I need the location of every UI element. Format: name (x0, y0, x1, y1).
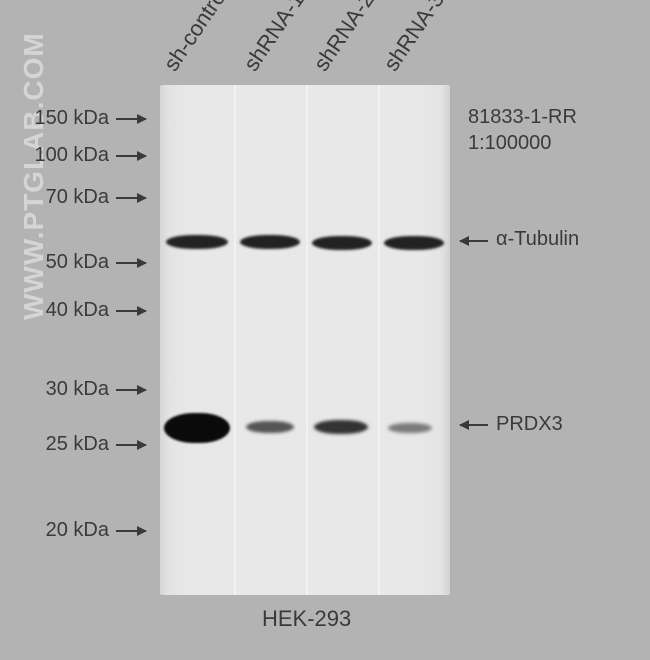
band-prdx3-lane3 (314, 420, 368, 434)
mw-label-100: 100 kDa (14, 144, 109, 167)
mw-label-30: 30 kDa (14, 378, 109, 401)
watermark-text: WWW.PTGLAB.COM (18, 32, 50, 320)
lane-separator (378, 85, 380, 595)
band-tubulin-lane3 (312, 236, 372, 250)
arrow-icon (116, 155, 146, 157)
band-label-tubulin: α-Tubulin (496, 228, 579, 251)
arrow-icon (116, 389, 146, 391)
band-prdx3-lane1 (164, 413, 230, 443)
band-tubulin-lane2 (240, 235, 300, 249)
lane-separator (234, 85, 236, 595)
western-blot (160, 85, 450, 595)
arrow-icon (116, 310, 146, 312)
band-prdx3-lane4 (388, 423, 432, 433)
mw-label-50: 50 kDa (14, 251, 109, 274)
lane-label-1: shRNA-1 (238, 0, 309, 76)
cell-line-label: HEK-293 (262, 606, 351, 632)
antibody-dilution: 1:100000 (468, 132, 551, 155)
arrow-icon (116, 262, 146, 264)
lane-separator (306, 85, 308, 595)
arrow-icon (116, 197, 146, 199)
lane-label-0: sh-control (158, 0, 234, 76)
band-tubulin-lane1 (166, 235, 228, 249)
arrow-left-icon (460, 240, 488, 242)
arrow-icon (116, 118, 146, 120)
antibody-catalog: 81833-1-RR (468, 106, 577, 129)
lane-label-2: shRNA-2 (308, 0, 379, 76)
mw-label-40: 40 kDa (14, 299, 109, 322)
arrow-icon (116, 444, 146, 446)
band-label-prdx3: PRDX3 (496, 413, 563, 436)
band-tubulin-lane4 (384, 236, 444, 250)
arrow-left-icon (460, 424, 488, 426)
lane-label-3: shRNA-3 (378, 0, 449, 76)
mw-label-70: 70 kDa (14, 186, 109, 209)
arrow-icon (116, 530, 146, 532)
mw-label-150: 150 kDa (14, 107, 109, 130)
band-prdx3-lane2 (246, 421, 294, 433)
mw-label-25: 25 kDa (14, 433, 109, 456)
mw-label-20: 20 kDa (14, 519, 109, 542)
